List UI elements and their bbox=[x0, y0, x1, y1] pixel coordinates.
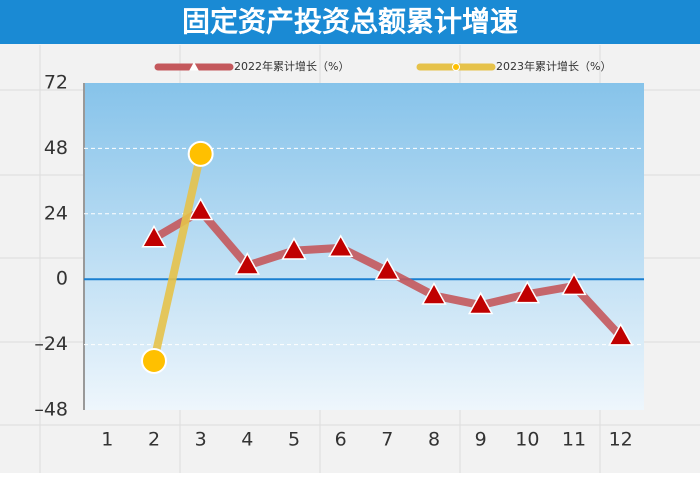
marker bbox=[607, 322, 634, 346]
legend-marker bbox=[189, 62, 199, 71]
plot-area bbox=[84, 83, 644, 410]
marker bbox=[561, 272, 587, 296]
chart-title: 固定资产投资总额累计增速 bbox=[182, 5, 518, 38]
series-line bbox=[150, 149, 205, 365]
marker bbox=[327, 234, 354, 258]
x-tick-label: 11 bbox=[562, 429, 586, 451]
x-tick-label: 12 bbox=[609, 429, 633, 451]
title-bar bbox=[0, 0, 700, 44]
y-tick-label: 0 bbox=[56, 268, 68, 290]
y-tick-label: 24 bbox=[44, 202, 68, 224]
marker bbox=[187, 197, 214, 221]
x-tick-label: 10 bbox=[515, 429, 539, 451]
x-tick-label: 6 bbox=[335, 429, 347, 451]
marker bbox=[281, 237, 307, 260]
x-tick-label: 8 bbox=[428, 429, 440, 451]
y-tick-label: 48 bbox=[44, 137, 68, 159]
x-tick-label: 5 bbox=[288, 429, 300, 451]
x-tick-label: 2 bbox=[148, 429, 160, 451]
x-tick-label: 4 bbox=[241, 429, 253, 451]
x-tick-label: 3 bbox=[195, 429, 207, 451]
x-tick-label: 7 bbox=[381, 429, 393, 451]
y-tick-label: –48 bbox=[34, 399, 68, 421]
marker bbox=[467, 291, 494, 315]
marker bbox=[234, 252, 261, 275]
marker bbox=[514, 280, 541, 304]
legend-label: 2023年累计增长（%） bbox=[496, 59, 611, 73]
x-tick-label: 1 bbox=[101, 429, 113, 451]
marker bbox=[187, 140, 214, 167]
marker bbox=[141, 347, 167, 374]
legend-label: 2022年累计增长（%） bbox=[234, 59, 349, 73]
y-tick-label: –24 bbox=[34, 333, 68, 355]
legend-marker bbox=[452, 63, 460, 71]
y-tick-label: 72 bbox=[44, 72, 68, 94]
x-tick-label: 9 bbox=[475, 429, 487, 451]
marker bbox=[421, 282, 447, 305]
marker bbox=[141, 224, 167, 248]
marker bbox=[374, 257, 401, 281]
